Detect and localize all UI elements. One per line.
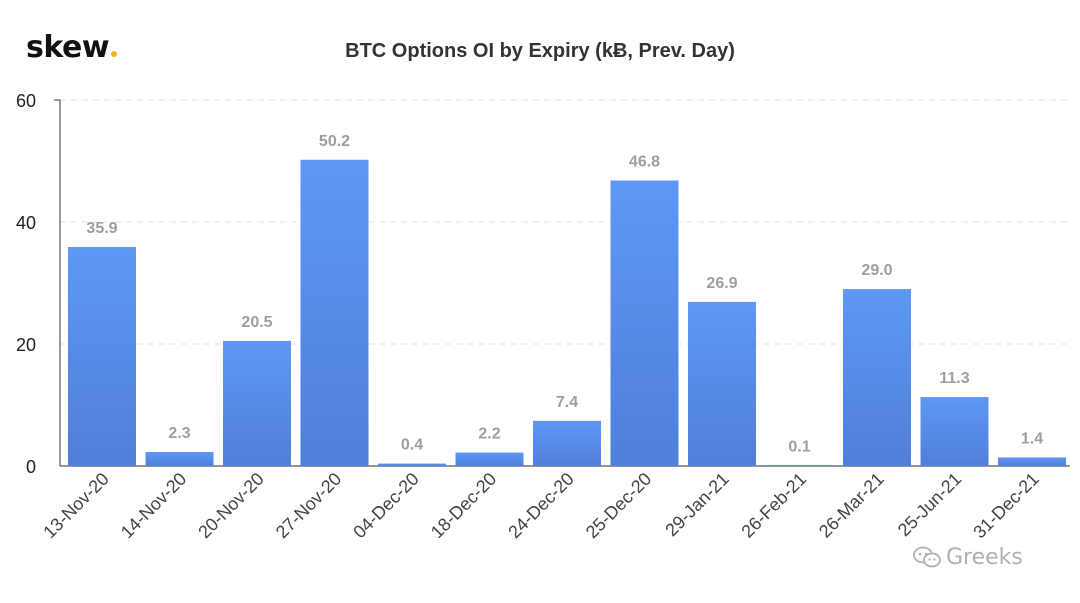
y-tick-label: 40 — [16, 213, 36, 233]
chart-title: BTC Options OI by Expiry (kɃ, Prev. Day) — [345, 40, 735, 62]
x-tick-label: 26-Mar-21 — [815, 469, 888, 542]
data-label: 2.2 — [478, 426, 500, 443]
data-label: 29.0 — [861, 262, 892, 279]
bar — [300, 159, 369, 466]
watermark-text: Greeks — [946, 544, 1023, 570]
x-tick-label: 25-Dec-20 — [582, 469, 656, 543]
y-tick-label: 0 — [26, 457, 36, 477]
bar — [455, 452, 524, 466]
bar — [68, 247, 136, 466]
data-label: 0.4 — [401, 437, 423, 454]
watermark: Greeks — [912, 540, 1023, 574]
grid-lines — [60, 99, 1070, 345]
logo-text: skew — [26, 30, 110, 65]
x-tick-label: 24-Dec-20 — [504, 469, 578, 543]
bar — [688, 301, 756, 466]
bars — [68, 159, 1066, 466]
y-tick-labels: 0 20 40 60 — [16, 91, 36, 477]
data-label: 50.2 — [319, 133, 350, 150]
x-tick-label: 13-Nov-20 — [39, 469, 113, 543]
bar — [920, 397, 989, 466]
y-tick-label: 20 — [16, 335, 36, 355]
x-tick-label: 25-Jun-21 — [894, 469, 965, 540]
x-tick-label: 18-Dec-20 — [427, 469, 501, 543]
skew-logo: skew — [26, 30, 118, 65]
axes — [54, 99, 1070, 467]
x-tick-label: 29-Jan-21 — [661, 469, 732, 540]
data-label: 26.9 — [706, 275, 737, 292]
data-label: 35.9 — [86, 220, 117, 237]
bar — [533, 420, 601, 466]
y-tick-label: 60 — [16, 91, 36, 111]
bar — [843, 289, 911, 466]
data-labels: 35.9 2.3 20.5 50.2 0.4 2.2 7.4 46.8 26.9 0.1 29.0 1… — [86, 133, 1043, 456]
data-label: 2.3 — [168, 425, 190, 442]
x-tick-labels: 13-Nov-20 14-Nov-20 20-Nov-20 27-Nov-20 04-D… — [39, 469, 1043, 543]
chat-bubble-icon — [913, 546, 941, 568]
bar — [223, 340, 291, 466]
data-label: 7.4 — [556, 394, 578, 411]
logo-dot — [111, 51, 118, 57]
data-label: 20.5 — [241, 314, 272, 331]
bar — [145, 451, 214, 466]
x-tick-label: 14-Nov-20 — [117, 469, 191, 543]
data-label: 11.3 — [939, 370, 969, 387]
x-tick-label: 27-Nov-20 — [272, 469, 346, 543]
data-label: 1.4 — [1021, 430, 1043, 447]
x-tick-label: 31-Dec-21 — [969, 469, 1043, 543]
bar — [998, 457, 1066, 466]
x-tick-label: 20-Nov-20 — [194, 469, 268, 543]
bar — [610, 180, 679, 466]
bar — [378, 463, 446, 466]
data-label: 46.8 — [629, 154, 660, 171]
x-tick-label: 26-Feb-21 — [737, 469, 810, 542]
x-tick-label: 04-Dec-20 — [349, 469, 423, 543]
data-label: 0.1 — [788, 438, 810, 455]
bar — [765, 465, 834, 466]
